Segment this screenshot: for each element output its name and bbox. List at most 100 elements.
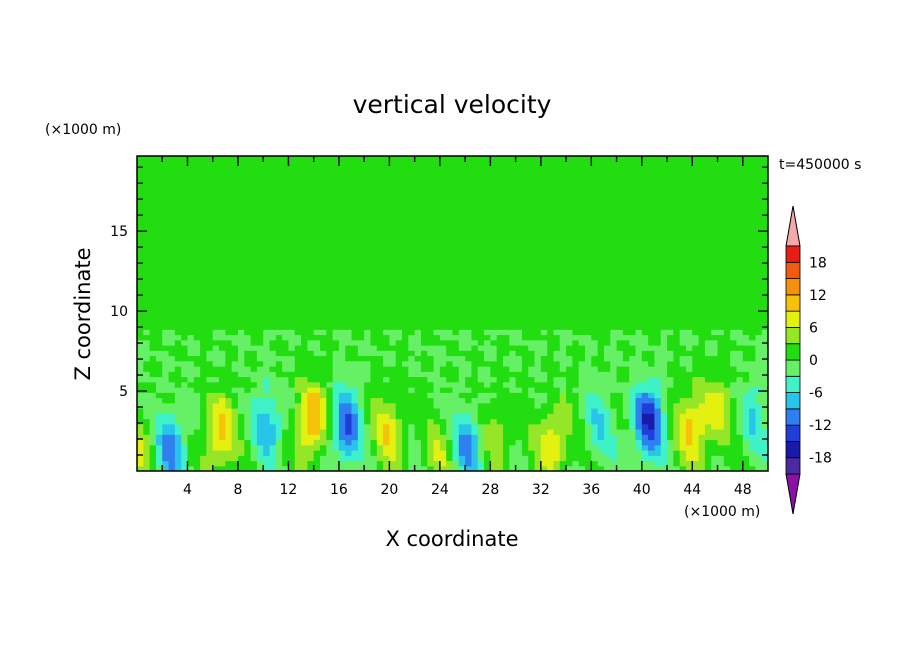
field-cell — [654, 261, 662, 267]
field-cell — [566, 292, 573, 299]
field-cell — [402, 429, 409, 435]
field-cell — [288, 234, 296, 241]
field-cell — [648, 261, 656, 267]
field-cell — [502, 423, 510, 430]
field-cell — [357, 324, 365, 330]
field-cell — [319, 413, 327, 420]
field-cell — [244, 219, 252, 225]
field-cell — [698, 308, 706, 315]
field-cell — [553, 450, 561, 456]
field-cell — [250, 261, 258, 267]
field-cell — [351, 292, 359, 299]
field-cell — [667, 282, 674, 288]
field-cell — [187, 376, 195, 383]
field-cell — [206, 250, 214, 257]
field-cell — [465, 439, 473, 446]
field-cell — [458, 371, 466, 378]
field-cell — [332, 329, 340, 336]
field-cell — [376, 360, 384, 367]
field-cell — [200, 240, 208, 246]
field-cell — [660, 350, 668, 357]
field-cell — [446, 371, 454, 378]
field-cell — [389, 240, 397, 246]
field-cell — [540, 334, 548, 341]
field-cell — [439, 229, 447, 236]
field-cell — [534, 261, 542, 267]
field-cell — [717, 266, 725, 273]
field-cell — [237, 355, 245, 362]
field-cell — [370, 434, 378, 441]
field-cell — [338, 324, 346, 330]
field-cell — [250, 292, 258, 299]
field-cell — [591, 360, 599, 367]
field-cell — [225, 360, 233, 367]
field-cell — [761, 350, 768, 357]
field-cell — [603, 213, 611, 220]
field-cell — [313, 234, 321, 241]
field-cell — [711, 360, 719, 367]
field-cell — [749, 234, 756, 241]
field-cell — [219, 334, 226, 341]
field-cell — [629, 329, 637, 336]
field-cell — [332, 324, 340, 330]
field-cell — [559, 376, 567, 383]
field-cell — [566, 387, 573, 393]
field-cell — [402, 224, 409, 231]
field-cell — [566, 423, 573, 430]
field-cell — [730, 282, 738, 288]
field-cell — [212, 455, 220, 462]
field-cell — [471, 329, 479, 336]
field-cell — [704, 219, 712, 225]
field-cell — [307, 376, 315, 383]
field-cell — [667, 402, 674, 409]
field-cell — [137, 418, 144, 425]
field-cell — [294, 413, 302, 420]
field-cell — [420, 240, 428, 246]
field-cell — [181, 450, 189, 456]
field-cell — [250, 213, 258, 220]
field-cell — [711, 381, 719, 388]
field-cell — [332, 276, 340, 283]
field-cell — [168, 423, 176, 430]
field-cell — [704, 460, 712, 467]
field-cell — [540, 276, 548, 283]
field-cell — [452, 366, 460, 372]
field-cell — [313, 292, 321, 299]
field-cell — [465, 371, 473, 378]
field-cell — [502, 355, 510, 362]
field-cell — [534, 250, 542, 257]
field-cell — [484, 350, 491, 357]
field-cell — [383, 229, 390, 236]
field-cell — [629, 339, 637, 346]
field-cell — [357, 250, 365, 257]
field-cell — [275, 255, 283, 262]
field-cell — [679, 413, 687, 420]
field-cell — [244, 240, 252, 246]
field-cell — [566, 287, 573, 294]
field-cell — [736, 229, 744, 236]
field-cell — [326, 208, 334, 215]
field-cell — [149, 282, 157, 288]
field-cell — [307, 450, 315, 456]
field-cell — [357, 313, 365, 320]
field-cell — [357, 261, 365, 267]
field-cell — [465, 287, 473, 294]
field-cell — [446, 444, 454, 451]
field-cell — [338, 229, 346, 236]
field-cell — [585, 234, 592, 241]
field-cell — [313, 213, 321, 220]
field-cell — [307, 387, 315, 393]
field-cell — [540, 455, 548, 462]
field-cell — [149, 366, 157, 372]
field-cell — [755, 455, 763, 462]
field-cell — [629, 276, 637, 283]
field-cell — [427, 397, 435, 404]
field-cell — [433, 287, 441, 294]
field-cell — [730, 329, 738, 336]
field-cell — [370, 418, 378, 425]
field-cell — [572, 266, 580, 273]
field-cell — [553, 413, 561, 420]
field-cell — [465, 334, 473, 341]
field-cell — [685, 266, 693, 273]
field-cell — [502, 392, 510, 399]
